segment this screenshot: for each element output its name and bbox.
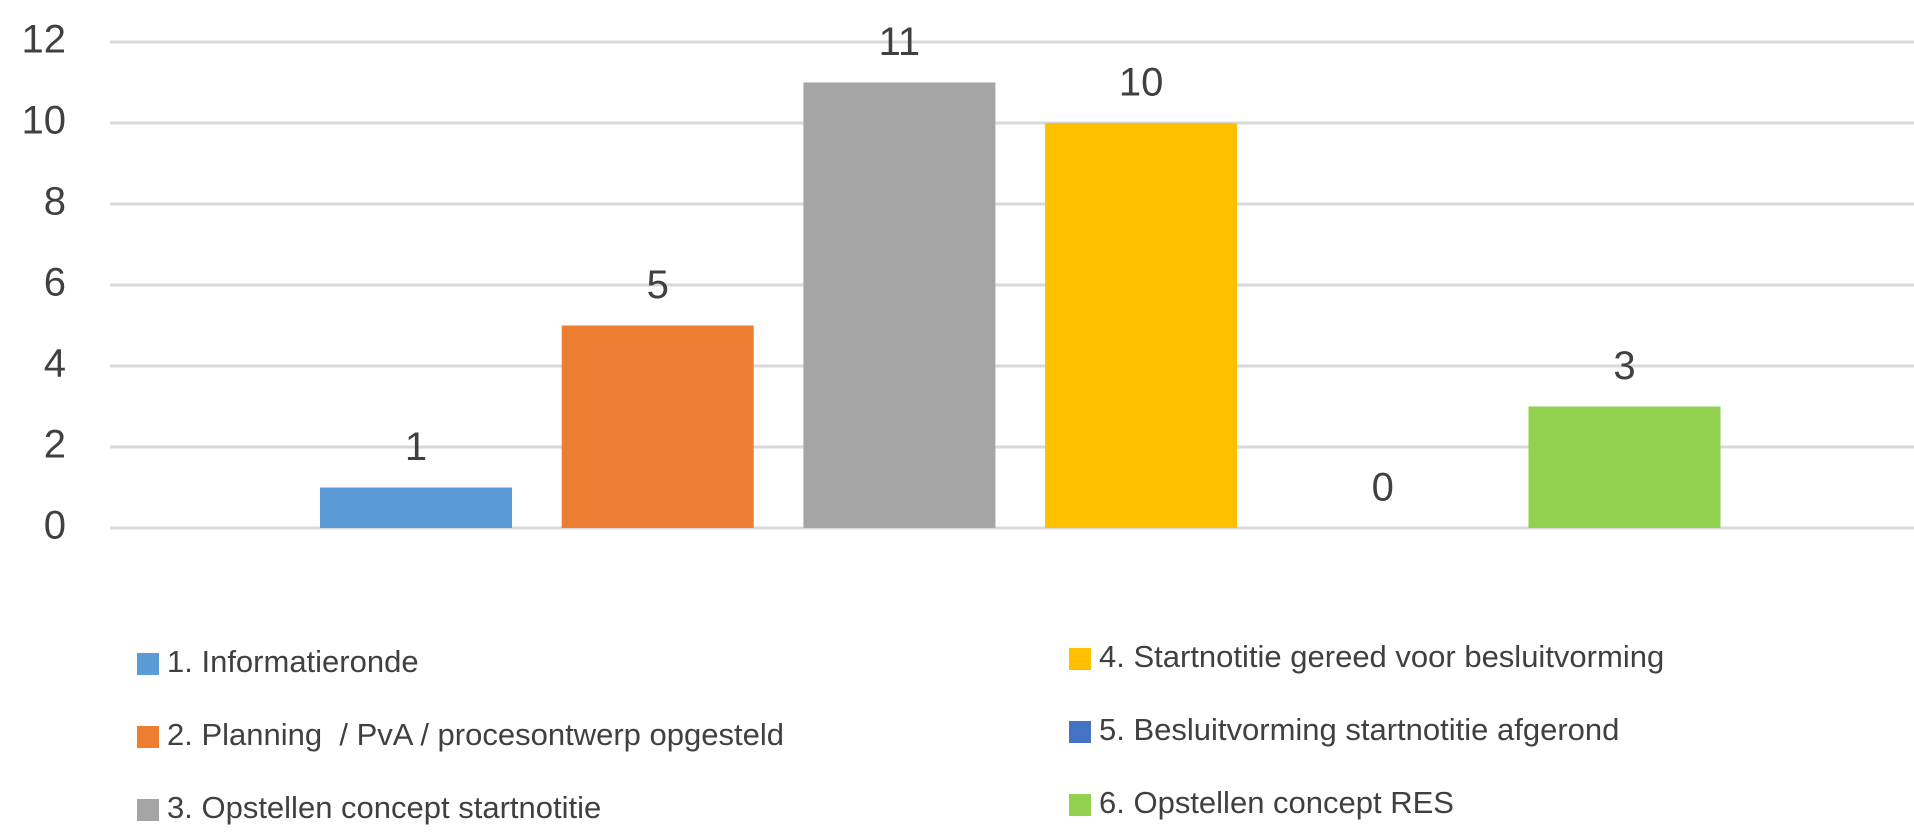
legend-swatch <box>137 726 159 748</box>
bar <box>320 487 512 528</box>
bar <box>561 325 754 528</box>
y-tick-label: 10 <box>22 99 67 143</box>
y-tick-label: 8 <box>44 180 66 224</box>
legend-label: 1. Informatieronde <box>167 644 419 679</box>
legend-label: 4. Startnotitie gereed voor besluitvormi… <box>1099 639 1664 674</box>
y-tick-label: 4 <box>44 342 66 386</box>
y-tick-label: 12 <box>22 18 67 62</box>
bar <box>1045 123 1238 528</box>
y-tick-label: 2 <box>44 423 66 467</box>
bar <box>803 82 996 528</box>
legend-label: 6. Opstellen concept RES <box>1099 785 1454 820</box>
legend-label: 2. Planning / PvA / procesontwerp opgest… <box>167 717 784 752</box>
legend-label: 5. Besluitvorming startnotitie afgerond <box>1099 712 1619 747</box>
legend-swatch <box>137 799 159 821</box>
legend-label: 3. Opstellen concept startnotitie <box>167 790 601 825</box>
legend-swatch <box>1069 794 1091 816</box>
data-label: 10 <box>1119 61 1164 105</box>
bar <box>1528 406 1721 528</box>
y-tick-label: 0 <box>44 504 66 548</box>
legend-swatch <box>1069 721 1091 743</box>
legend-swatch <box>1069 648 1091 670</box>
data-label: 1 <box>405 425 427 469</box>
y-tick-label: 6 <box>44 261 66 305</box>
legend-swatch <box>137 653 159 675</box>
data-label: 3 <box>1613 344 1635 388</box>
data-label: 0 <box>1372 466 1394 510</box>
data-label: 5 <box>647 263 669 307</box>
data-label: 11 <box>879 20 921 64</box>
